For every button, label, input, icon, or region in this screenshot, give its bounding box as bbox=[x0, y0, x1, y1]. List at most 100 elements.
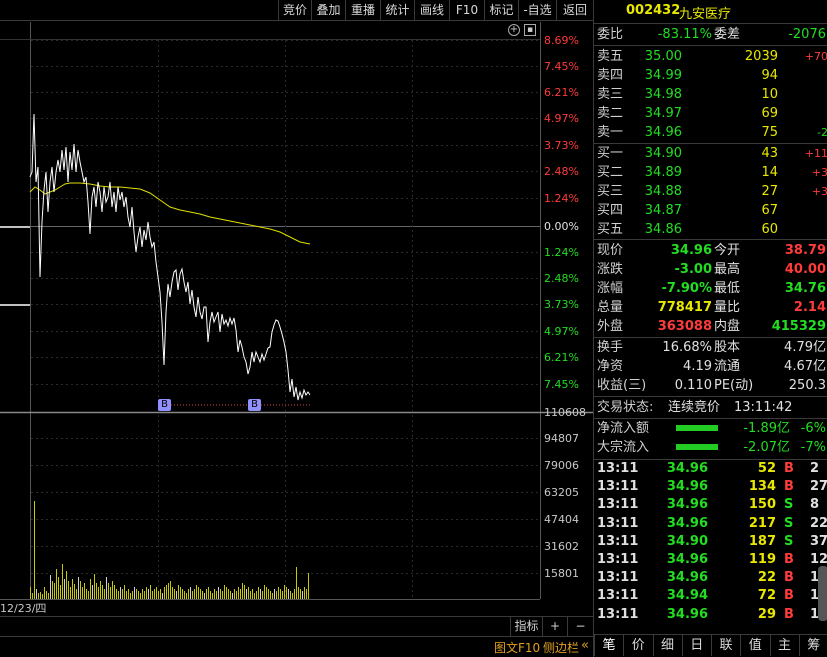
bid-row[interactable]: 买二 34.89 14 +3 bbox=[594, 163, 827, 182]
tick-price: 34.96 bbox=[666, 606, 708, 622]
sidebar-toggle[interactable]: 侧边栏 bbox=[543, 641, 580, 655]
trade-status-value: 连续竞价 bbox=[668, 400, 721, 415]
indicator-button[interactable]: 指标 bbox=[510, 617, 542, 636]
order-diff-label: 委差 bbox=[714, 27, 741, 42]
tab-price[interactable]: 价 bbox=[623, 635, 652, 656]
mark-button[interactable]: 标记 bbox=[484, 0, 518, 21]
tick-side: B bbox=[784, 552, 794, 567]
tick-time: 13:11 bbox=[597, 515, 639, 531]
fundamental-row: 收益(三) 0.110 PE(动) 250.3 bbox=[594, 376, 827, 395]
quote-label: 涨幅 bbox=[597, 281, 624, 296]
ask-change: +70 bbox=[804, 50, 827, 63]
ask-row[interactable]: 卖二 34.97 69 bbox=[594, 104, 827, 123]
tick-price: 34.94 bbox=[666, 588, 708, 604]
tab-chips[interactable]: 筹 bbox=[798, 635, 827, 656]
remove-indicator-button[interactable]: − bbox=[567, 617, 593, 636]
fundamental-label: 净资 bbox=[597, 359, 624, 374]
quote-row: 总量 778417 量比 2.14 bbox=[594, 298, 827, 317]
tick-side: B bbox=[784, 479, 794, 495]
tick-price: 34.96 bbox=[666, 515, 708, 531]
quote-value: 363088 bbox=[657, 319, 712, 334]
tick-side: B bbox=[784, 461, 794, 476]
tab-related[interactable]: 联 bbox=[711, 635, 740, 656]
tick-row: 13:11 34.96 22 B 1 bbox=[594, 569, 827, 587]
tick-price: 34.96 bbox=[666, 552, 708, 567]
expand-icon[interactable]: ▪ bbox=[524, 24, 536, 36]
tick-row: 13:11 34.96 52 B 2 bbox=[594, 460, 827, 478]
quote-value: 34.96 bbox=[670, 243, 712, 258]
buy-marker[interactable]: B bbox=[158, 399, 171, 411]
ask-row[interactable]: 卖四 34.99 94 bbox=[594, 66, 827, 85]
tick-count: 37 bbox=[810, 533, 827, 549]
fund-flow-label: 净流入额 bbox=[597, 421, 650, 436]
ask-price: 34.96 bbox=[644, 125, 682, 140]
quote-panel: 002432 九安医疗 委比 -83.11% 委差 -2076 卖五 35.00 2… bbox=[593, 0, 827, 657]
overlay-button[interactable]: 叠加 bbox=[311, 0, 345, 21]
fund-flow-bar bbox=[676, 444, 718, 450]
tick-side: B bbox=[784, 588, 794, 604]
pct-label: 3.73% bbox=[544, 298, 579, 311]
fundamental-label: PE(动) bbox=[714, 378, 754, 393]
fundamental-label: 换手 bbox=[597, 340, 624, 355]
stats-button[interactable]: 统计 bbox=[380, 0, 414, 21]
pct-label: 2.48% bbox=[544, 165, 579, 178]
tick-price: 34.96 bbox=[666, 479, 708, 495]
tick-side: S bbox=[784, 533, 794, 549]
tick-scrollbar[interactable] bbox=[818, 566, 827, 621]
quote-row: 涨幅 -7.90% 最低 34.76 bbox=[594, 279, 827, 298]
fundamental-label: 流通 bbox=[714, 359, 741, 374]
quote-label: 外盘 bbox=[597, 319, 624, 334]
ask-label: 卖五 bbox=[597, 49, 624, 64]
tick-time: 13:11 bbox=[597, 606, 639, 622]
tick-time: 13:11 bbox=[597, 497, 639, 513]
add-indicator-button[interactable]: + bbox=[542, 617, 567, 636]
buy-marker[interactable]: B bbox=[248, 399, 261, 411]
ask-row[interactable]: 卖五 35.00 2039 +70 bbox=[594, 47, 827, 66]
tab-main[interactable]: 主 bbox=[769, 635, 799, 656]
tab-detail[interactable]: 细 bbox=[652, 635, 682, 656]
ask-label: 卖四 bbox=[597, 68, 624, 83]
back-button[interactable]: 返回 bbox=[556, 0, 593, 21]
tick-count: 8 bbox=[810, 497, 820, 513]
tick-price: 34.90 bbox=[666, 533, 708, 549]
tick-price: 34.96 bbox=[666, 461, 708, 476]
fund-flow-pct: -6% bbox=[800, 421, 826, 436]
ask-row[interactable]: 卖三 34.98 10 bbox=[594, 85, 827, 104]
f10-button[interactable]: F10 bbox=[449, 0, 484, 21]
stock-name: 九安医疗 bbox=[679, 7, 732, 22]
fund-flow-pct: -7% bbox=[800, 440, 826, 455]
quote-value: 415329 bbox=[771, 319, 826, 334]
tick-count: 27 bbox=[810, 479, 827, 495]
tuwen-f10-link[interactable]: 图文F10 bbox=[494, 641, 541, 655]
bid-row[interactable]: 买一 34.90 43 +11 bbox=[594, 144, 827, 163]
tick-volume: 22 bbox=[757, 570, 776, 586]
ask-change: -2 bbox=[817, 126, 827, 139]
bidding-button[interactable]: 竞价 bbox=[278, 0, 311, 21]
ask-label: 卖三 bbox=[597, 87, 624, 102]
pct-label: 6.21% bbox=[544, 86, 579, 99]
bid-row[interactable]: 买三 34.88 27 +3 bbox=[594, 182, 827, 201]
bid-row[interactable]: 买五 34.86 60 bbox=[594, 220, 827, 239]
remove-watchlist-button[interactable]: -自选 bbox=[518, 0, 556, 21]
quote-value: 38.79 bbox=[784, 243, 826, 258]
bid-volume: 27 bbox=[761, 184, 778, 199]
draw-line-button[interactable]: 画线 bbox=[414, 0, 449, 21]
quote-label: 量比 bbox=[714, 300, 741, 315]
tab-daily[interactable]: 日 bbox=[681, 635, 711, 656]
ask-row[interactable]: 卖一 34.96 75 -2 bbox=[594, 123, 827, 142]
fundamental-row: 净资 4.19 流通 4.67亿 bbox=[594, 357, 827, 376]
tab-value[interactable]: 值 bbox=[740, 635, 769, 656]
tab-tick[interactable]: 笔 bbox=[594, 635, 623, 656]
quote-row: 涨跌 -3.00 最高 40.00 bbox=[594, 260, 827, 279]
replay-button[interactable]: 重播 bbox=[345, 0, 380, 21]
bid-row[interactable]: 买四 34.87 67 bbox=[594, 201, 827, 220]
tick-count: 1 bbox=[810, 606, 820, 622]
bid-label: 买三 bbox=[597, 184, 624, 199]
indicator-bar: 指标 + − bbox=[0, 616, 593, 636]
ask-volume: 94 bbox=[761, 68, 778, 83]
bid-label: 买二 bbox=[597, 165, 624, 180]
quote-label: 最低 bbox=[714, 281, 741, 296]
zoom-in-icon[interactable]: + bbox=[508, 24, 520, 36]
intraday-chart[interactable]: + ▪ B B 8.69% 7.45% 6.21% 4.97% 3.73% 2.… bbox=[0, 22, 593, 615]
collapse-icon[interactable]: « bbox=[581, 638, 589, 653]
